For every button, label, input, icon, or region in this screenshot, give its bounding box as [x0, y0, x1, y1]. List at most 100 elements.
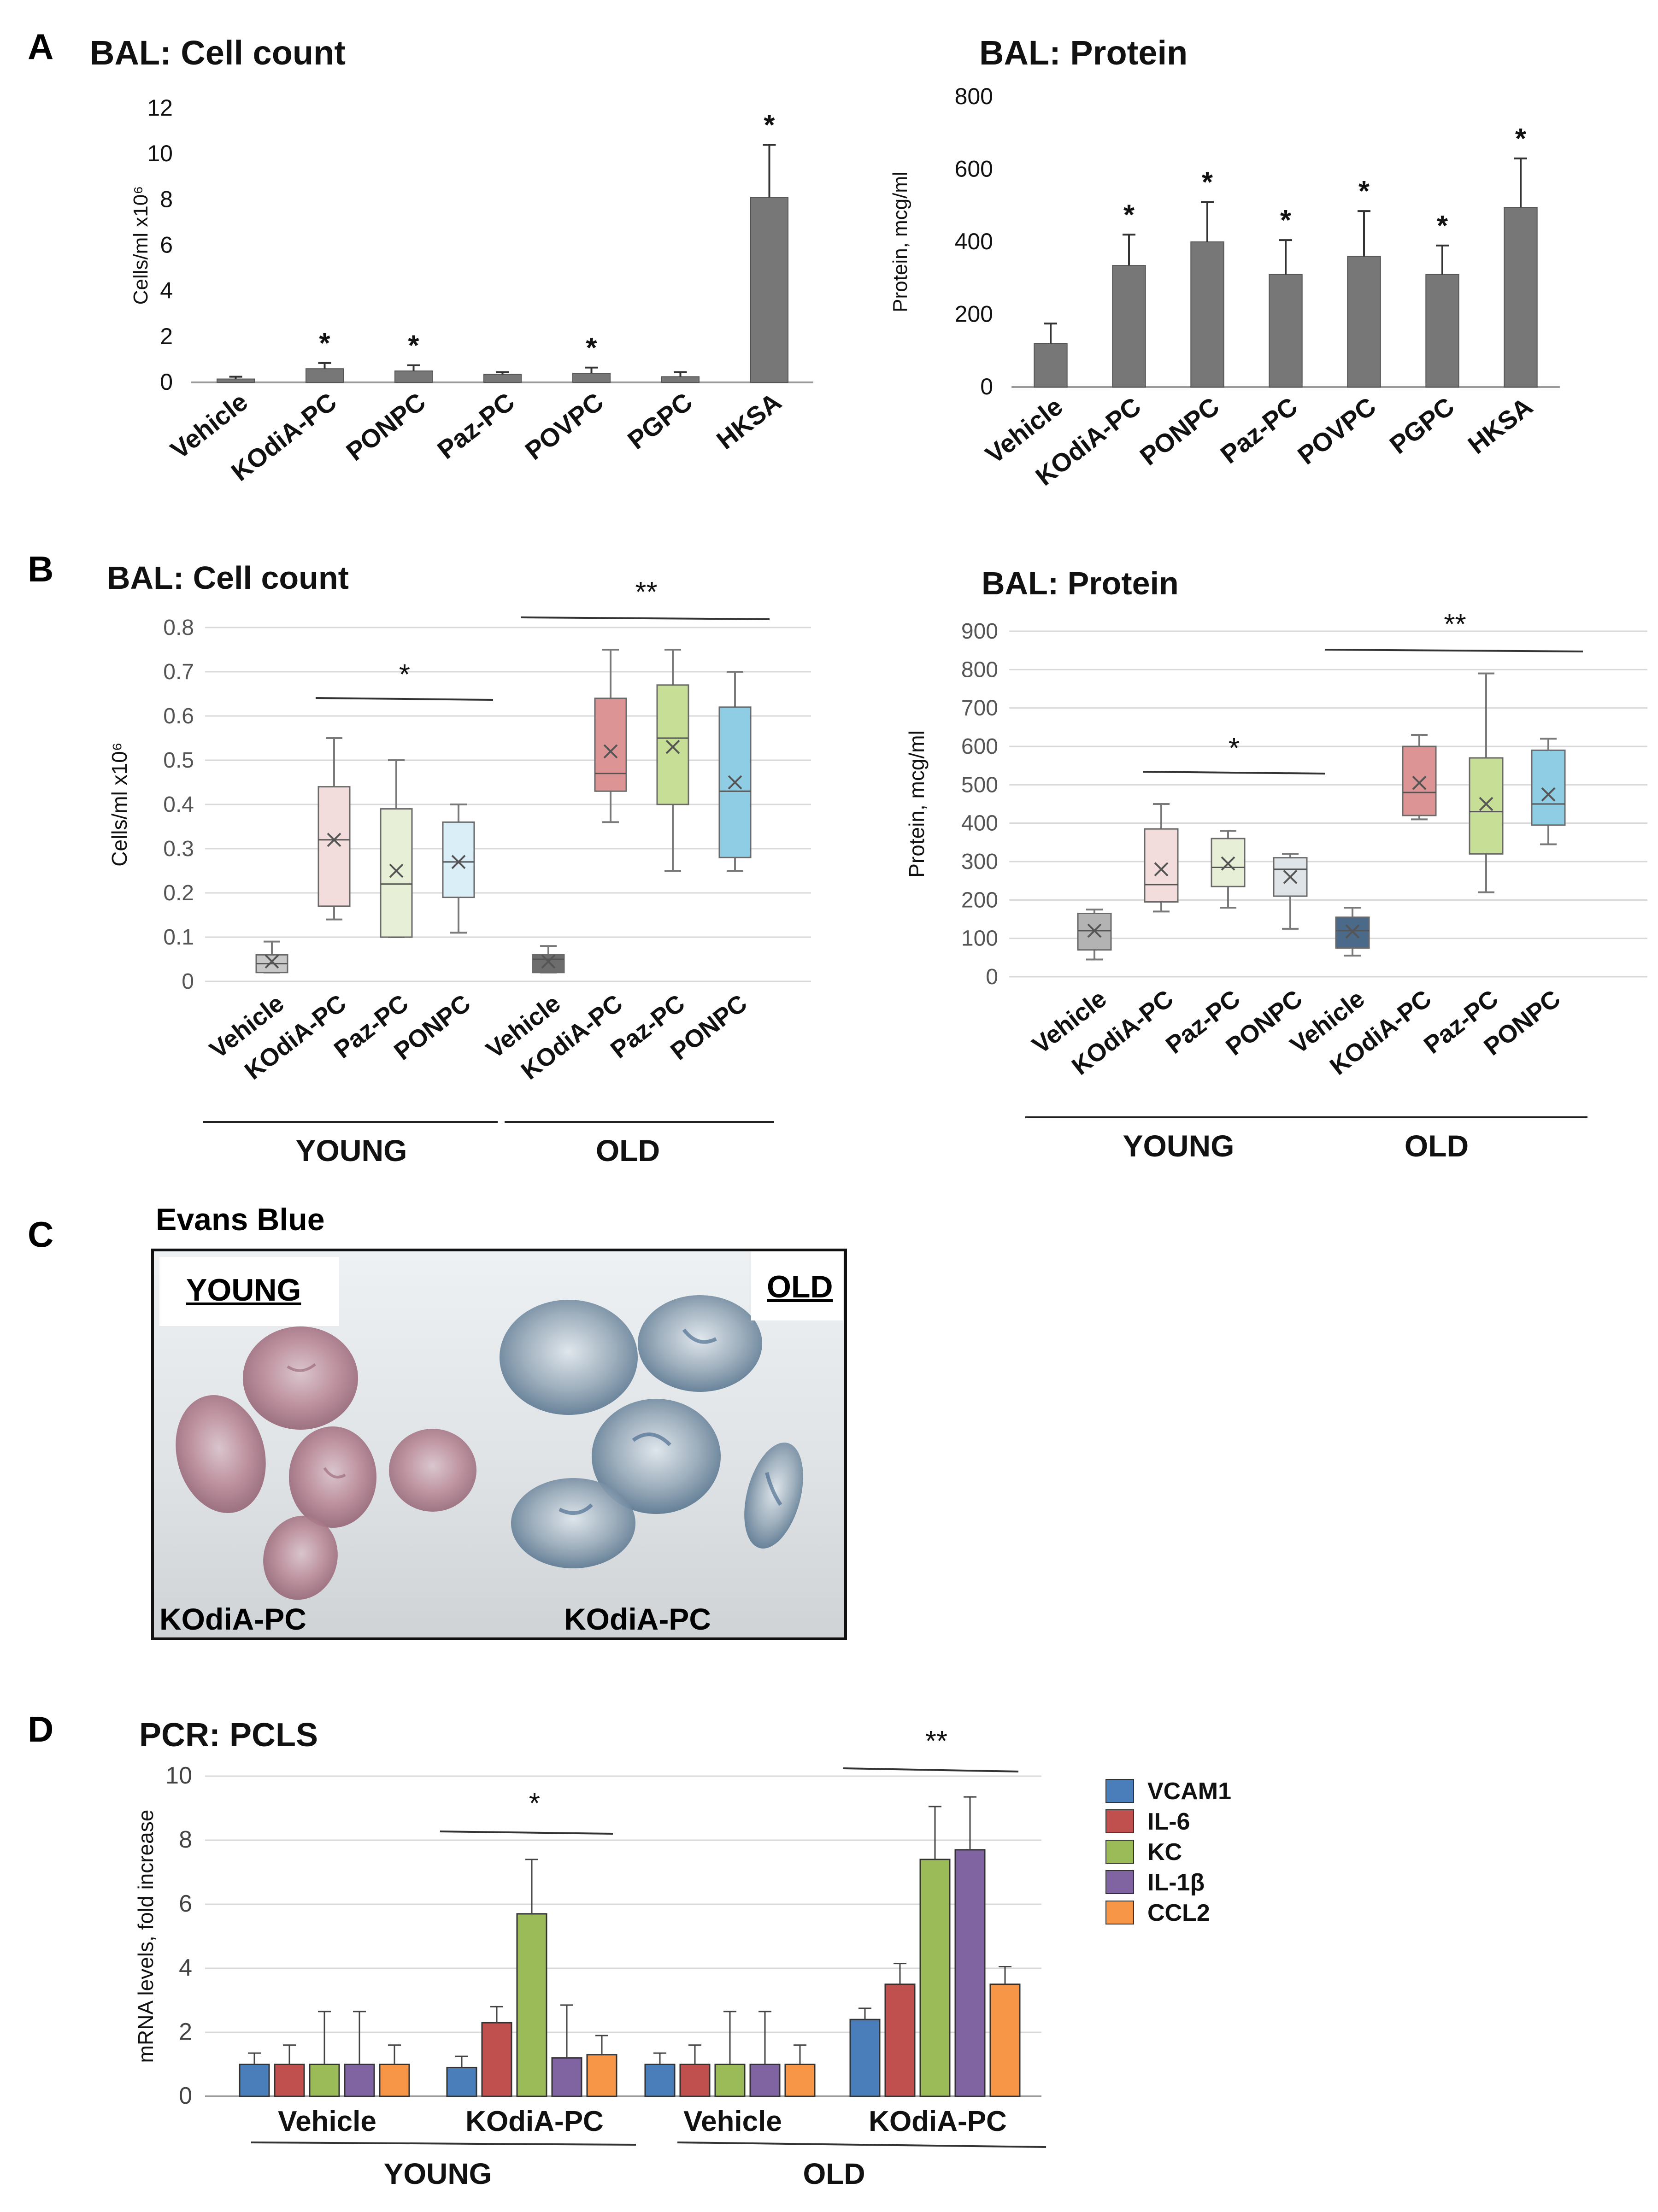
legend-label: KC [1147, 1839, 1182, 1866]
group-label: OLD [1405, 1129, 1469, 1163]
y-tick-label: 0 [179, 2083, 192, 2109]
panel-letter-b: B [28, 549, 53, 589]
mean-marker [1221, 856, 1235, 871]
bar [919, 1859, 951, 2097]
group-label: YOUNG [295, 1133, 407, 1168]
significance-star: * [399, 659, 410, 691]
mean-marker [389, 863, 404, 878]
bar [483, 374, 522, 383]
panel-letter-c: C [28, 1214, 53, 1255]
x-tick-label: PGPC [622, 387, 698, 455]
old-label-box [751, 1251, 843, 1320]
y-tick-label: 400 [955, 229, 993, 254]
mean-marker [1541, 787, 1556, 802]
mean-marker [1479, 797, 1493, 811]
y-tick-label: 0.1 [163, 925, 194, 950]
y-tick-label: 10 [147, 141, 173, 166]
x-tick-label: HKSA [1463, 392, 1538, 459]
significance-star: * [1280, 205, 1292, 236]
legend-swatch [1105, 1809, 1134, 1833]
y-tick-label: 700 [961, 696, 998, 721]
old-caption: KOdiA-PC [564, 1602, 711, 1636]
significance-star: * [1437, 210, 1448, 242]
x-tick-label: Paz-PC [432, 387, 520, 464]
chart-b-cell-count: BAL: Cell count 0 0.1 0.2 0.3 0.4 0.5 0.6 0.7 0.8… [107, 560, 811, 1168]
significance-star: * [586, 332, 597, 364]
bar [572, 373, 611, 383]
y-tick-label: 200 [961, 888, 998, 912]
y-tick-label: 600 [955, 156, 993, 182]
mean-marker [1345, 924, 1360, 939]
significance-star: * [319, 328, 330, 359]
bar [481, 2022, 512, 2097]
legend-swatch [1105, 1840, 1134, 1864]
x-tick-label: HKSA [711, 387, 787, 455]
legend-swatch [1105, 1901, 1134, 1924]
box [1531, 749, 1566, 826]
box [317, 786, 351, 907]
y-tick-label: 6 [160, 232, 173, 258]
lung-old-1 [500, 1300, 638, 1415]
vessel-streak [559, 1328, 782, 1515]
chart-title: BAL: Protein [979, 34, 1188, 72]
young-label: YOUNG [186, 1273, 301, 1308]
bar [379, 2064, 410, 2097]
y-tick-label: 0.8 [163, 616, 194, 640]
y-tick-label: 200 [955, 301, 993, 327]
box [532, 954, 565, 974]
significance-star: ** [635, 576, 657, 608]
y-tick-label: 0.2 [163, 881, 194, 905]
box [1402, 745, 1437, 816]
chart-title: BAL: Cell count [107, 560, 349, 596]
y-tick-label: 6 [179, 1890, 192, 1917]
bar [394, 370, 433, 383]
y-tick-label: 800 [961, 657, 998, 682]
y-tick-label: 10 [165, 1762, 192, 1789]
y-axis-label: mRNA levels, fold increase [134, 1810, 158, 2063]
y-axis-label: Cells/ml x10⁶ [107, 742, 131, 866]
chart-d-pcr: PCR: PCLS 0 2 4 6 8 10 mRNA levels, fold increa… [134, 1717, 1231, 2190]
box [1469, 757, 1504, 855]
vessel-streak-young [287, 1363, 346, 1479]
x-category-label: KOdiA-PC [869, 2106, 1007, 2137]
significance-line [440, 1831, 613, 1835]
mean-marker [541, 954, 556, 969]
significance-line [520, 616, 770, 620]
significance-star: ** [1444, 609, 1466, 640]
lung-old-4 [511, 1478, 635, 1568]
box [594, 698, 627, 792]
y-axis-label: Protein, mcg/ml [905, 730, 929, 878]
y-tick-label: 2 [160, 323, 173, 349]
group-label: OLD [803, 2157, 865, 2190]
y-tick-label: 900 [961, 619, 998, 644]
significance-star: * [529, 1788, 540, 1819]
x-tick-label: PONPC [1135, 392, 1225, 471]
y-tick-label: 0.6 [163, 704, 194, 728]
y-tick-label: 0.7 [163, 660, 194, 684]
lung-young-1 [243, 1326, 358, 1430]
bar [1112, 265, 1146, 387]
chart-b-protein: BAL: Protein 0 100 200 300 400 500 600 700 800 900… [905, 565, 1647, 1163]
x-tick-label: PONPC [341, 387, 431, 466]
bar [954, 1849, 986, 2097]
group-label: YOUNG [384, 2157, 492, 2190]
group-label: YOUNG [1123, 1129, 1234, 1163]
legend-label: IL-6 [1147, 1808, 1190, 1835]
chart-title: BAL: Cell count [90, 34, 346, 72]
bar [1190, 241, 1224, 387]
y-tick-label: 12 [147, 95, 173, 121]
y-tick-label: 400 [961, 811, 998, 836]
x-category-label: Vehicle [683, 2106, 782, 2137]
bar [679, 2064, 711, 2097]
lung-old-3 [592, 1399, 721, 1514]
x-tick-label: PGPC [1384, 392, 1460, 459]
mean-marker [451, 855, 466, 869]
box [1273, 857, 1308, 897]
bar [305, 368, 344, 383]
box [1211, 838, 1246, 887]
old-label: OLD [767, 1269, 833, 1304]
bar [661, 376, 700, 383]
y-tick-label: 0 [160, 369, 173, 395]
bar [1269, 274, 1303, 387]
significance-line [315, 697, 494, 701]
